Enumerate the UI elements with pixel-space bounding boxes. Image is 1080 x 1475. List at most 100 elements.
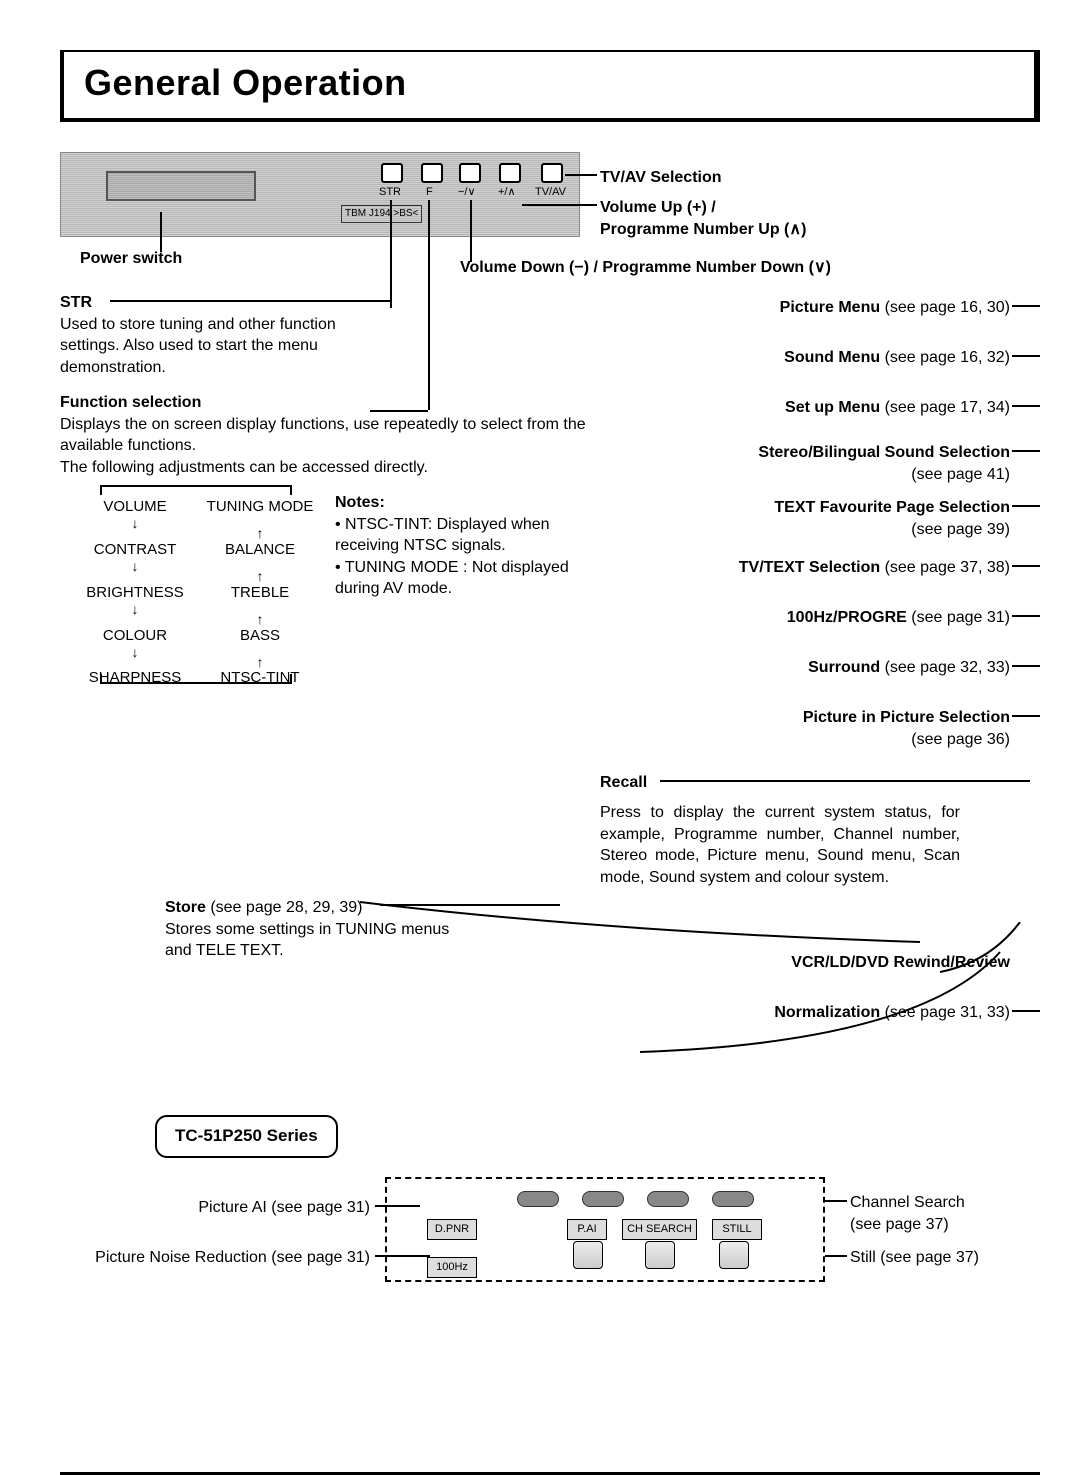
bracket-line [290,485,292,495]
func-heading: Function selection [60,394,201,411]
title-box: General Operation [60,50,1040,122]
remote-shape-icon [647,1191,689,1207]
notes-heading: Notes: [335,492,615,514]
leader-line [1012,450,1040,452]
bracket-line [290,674,292,684]
volup-label: Volume Up (+) / [600,199,716,216]
func-left-col: VOLUME CONTRAST BRIGHTNESS COLOUR SHARPN… [80,497,190,699]
note-1: • NTSC-TINT: Displayed when receiving NT… [335,514,615,557]
remote-btn-dpnr: D.PNR [427,1219,477,1240]
ch-search-label: Channel Search (see page 37) [850,1192,965,1235]
panel-label: −/∨ [458,185,476,200]
leader-line [1012,715,1040,717]
recall-heading: Recall [600,772,647,794]
leader-line [110,300,390,302]
panel-button-f [421,163,443,183]
recall-body: Press to display the current system stat… [600,802,960,888]
func-item: CONTRAST [80,540,190,573]
sound-menu-label: Sound Menu (see page 16, 32) [784,347,1010,369]
leader-line [1012,305,1040,307]
leader-line [428,200,430,410]
remote-shape-icon [712,1191,754,1207]
remote-shape-icon [517,1191,559,1207]
curve-icon [940,922,1040,982]
notes-block: Notes: • NTSC-TINT: Displayed when recei… [335,492,615,600]
func-item: BASS [195,613,325,646]
func-item: COLOUR [80,626,190,659]
panel-label: STR [379,185,401,200]
pip-label: Picture in Picture Selection (see page 3… [803,707,1010,750]
func-item: TUNING MODE [195,497,325,517]
tvav-selection-label: TV/AV Selection [600,167,722,189]
leader-line [1012,665,1040,667]
leader-line [1012,505,1040,507]
func-item: BALANCE [195,527,325,560]
leader-line [522,204,597,206]
panel-button-minus [459,163,481,183]
picture-ai-label: Picture AI (see page 31) [140,1197,370,1219]
bracket-line [100,485,102,495]
panel-button-plus [499,163,521,183]
stereo-label: Stereo/Bilingual Sound Selection (see pa… [758,442,1010,485]
progup-label: Programme Number Up (∧) [600,221,806,238]
panel-label: TV/AV [535,185,566,200]
tv-front-panel: STR F −/∨ +/∧ TV/AV TBM J194 >BS< [60,152,580,237]
tv-screen-icon [106,171,256,201]
leader-line [1012,565,1040,567]
bracket-line [100,682,290,684]
text-fav-label: TEXT Favourite Page Selection (see page … [774,497,1010,540]
bracket-line [100,485,290,487]
str-heading: STR [60,294,92,311]
volume-up-block: Volume Up (+) / Programme Number Up (∧) [600,197,806,240]
tvtext-label: TV/TEXT Selection (see page 37, 38) [739,557,1010,579]
remote-btn-pai: P.AI [567,1219,607,1240]
panel-label: F [426,185,433,200]
panel-button-tvav [541,163,563,183]
hz100-label: 100Hz/PROGRE (see page 31) [787,607,1010,629]
bracket-line [100,674,102,684]
leader-line [1012,405,1040,407]
leader-line [1012,1010,1040,1012]
func-body-1: Displays the on screen display functions… [60,416,586,455]
func-item: BRIGHTNESS [80,583,190,616]
leader-line [390,200,392,308]
panel-label: +/∧ [498,185,516,200]
str-body: Used to store tuning and other function … [60,316,336,376]
leader-line [660,780,1030,782]
voldown-label: Volume Down (−) / Programme Number Down … [460,257,831,279]
picture-menu-label: Picture Menu (see page 16, 30) [780,297,1010,319]
setup-menu-label: Set up Menu (see page 17, 34) [785,397,1010,419]
surround-label: Surround (see page 32, 33) [808,657,1010,679]
function-selection-block: Function selection Displays the on scree… [60,392,590,478]
tbm-label: TBM J194 >BS< [341,205,422,223]
leader-line [565,174,597,176]
still-label: Still (see page 37) [850,1247,979,1269]
str-block: STR Used to store tuning and other funct… [60,292,370,378]
func-body-2: The following adjustments can be accesse… [60,459,428,476]
leader-line [825,1200,847,1202]
func-item: VOLUME [80,497,190,530]
leader-line [1012,615,1040,617]
func-right-col: TUNING MODE BALANCE TREBLE BASS NTSC-TIN… [195,497,325,699]
panel-button-str [381,163,403,183]
series-box: TC-51P250 Series [155,1115,338,1158]
remote-btn-chsearch: CH SEARCH [622,1219,697,1240]
remote-circle-icon [645,1241,675,1269]
remote-btn-still: STILL [712,1219,762,1240]
remote-circle-icon [719,1241,749,1269]
leader-line [825,1255,847,1257]
leader-line [160,212,162,252]
remote-btn-100hz: 100Hz [427,1257,477,1278]
leader-line [370,410,428,412]
pnr-label: Picture Noise Reduction (see page 31) [30,1247,370,1269]
swoosh-lines-icon [360,892,1010,1062]
remote-circle-icon [573,1241,603,1269]
leader-line [470,200,472,262]
func-item: SHARPNESS [80,668,190,688]
power-switch-label: Power switch [80,248,182,270]
remote-panel: D.PNR P.AI CH SEARCH STILL 100Hz [385,1177,825,1282]
note-2: • TUNING MODE : Not displayed during AV … [335,557,615,600]
page-title: General Operation [84,62,1014,104]
func-item: TREBLE [195,570,325,603]
leader-line [1012,355,1040,357]
